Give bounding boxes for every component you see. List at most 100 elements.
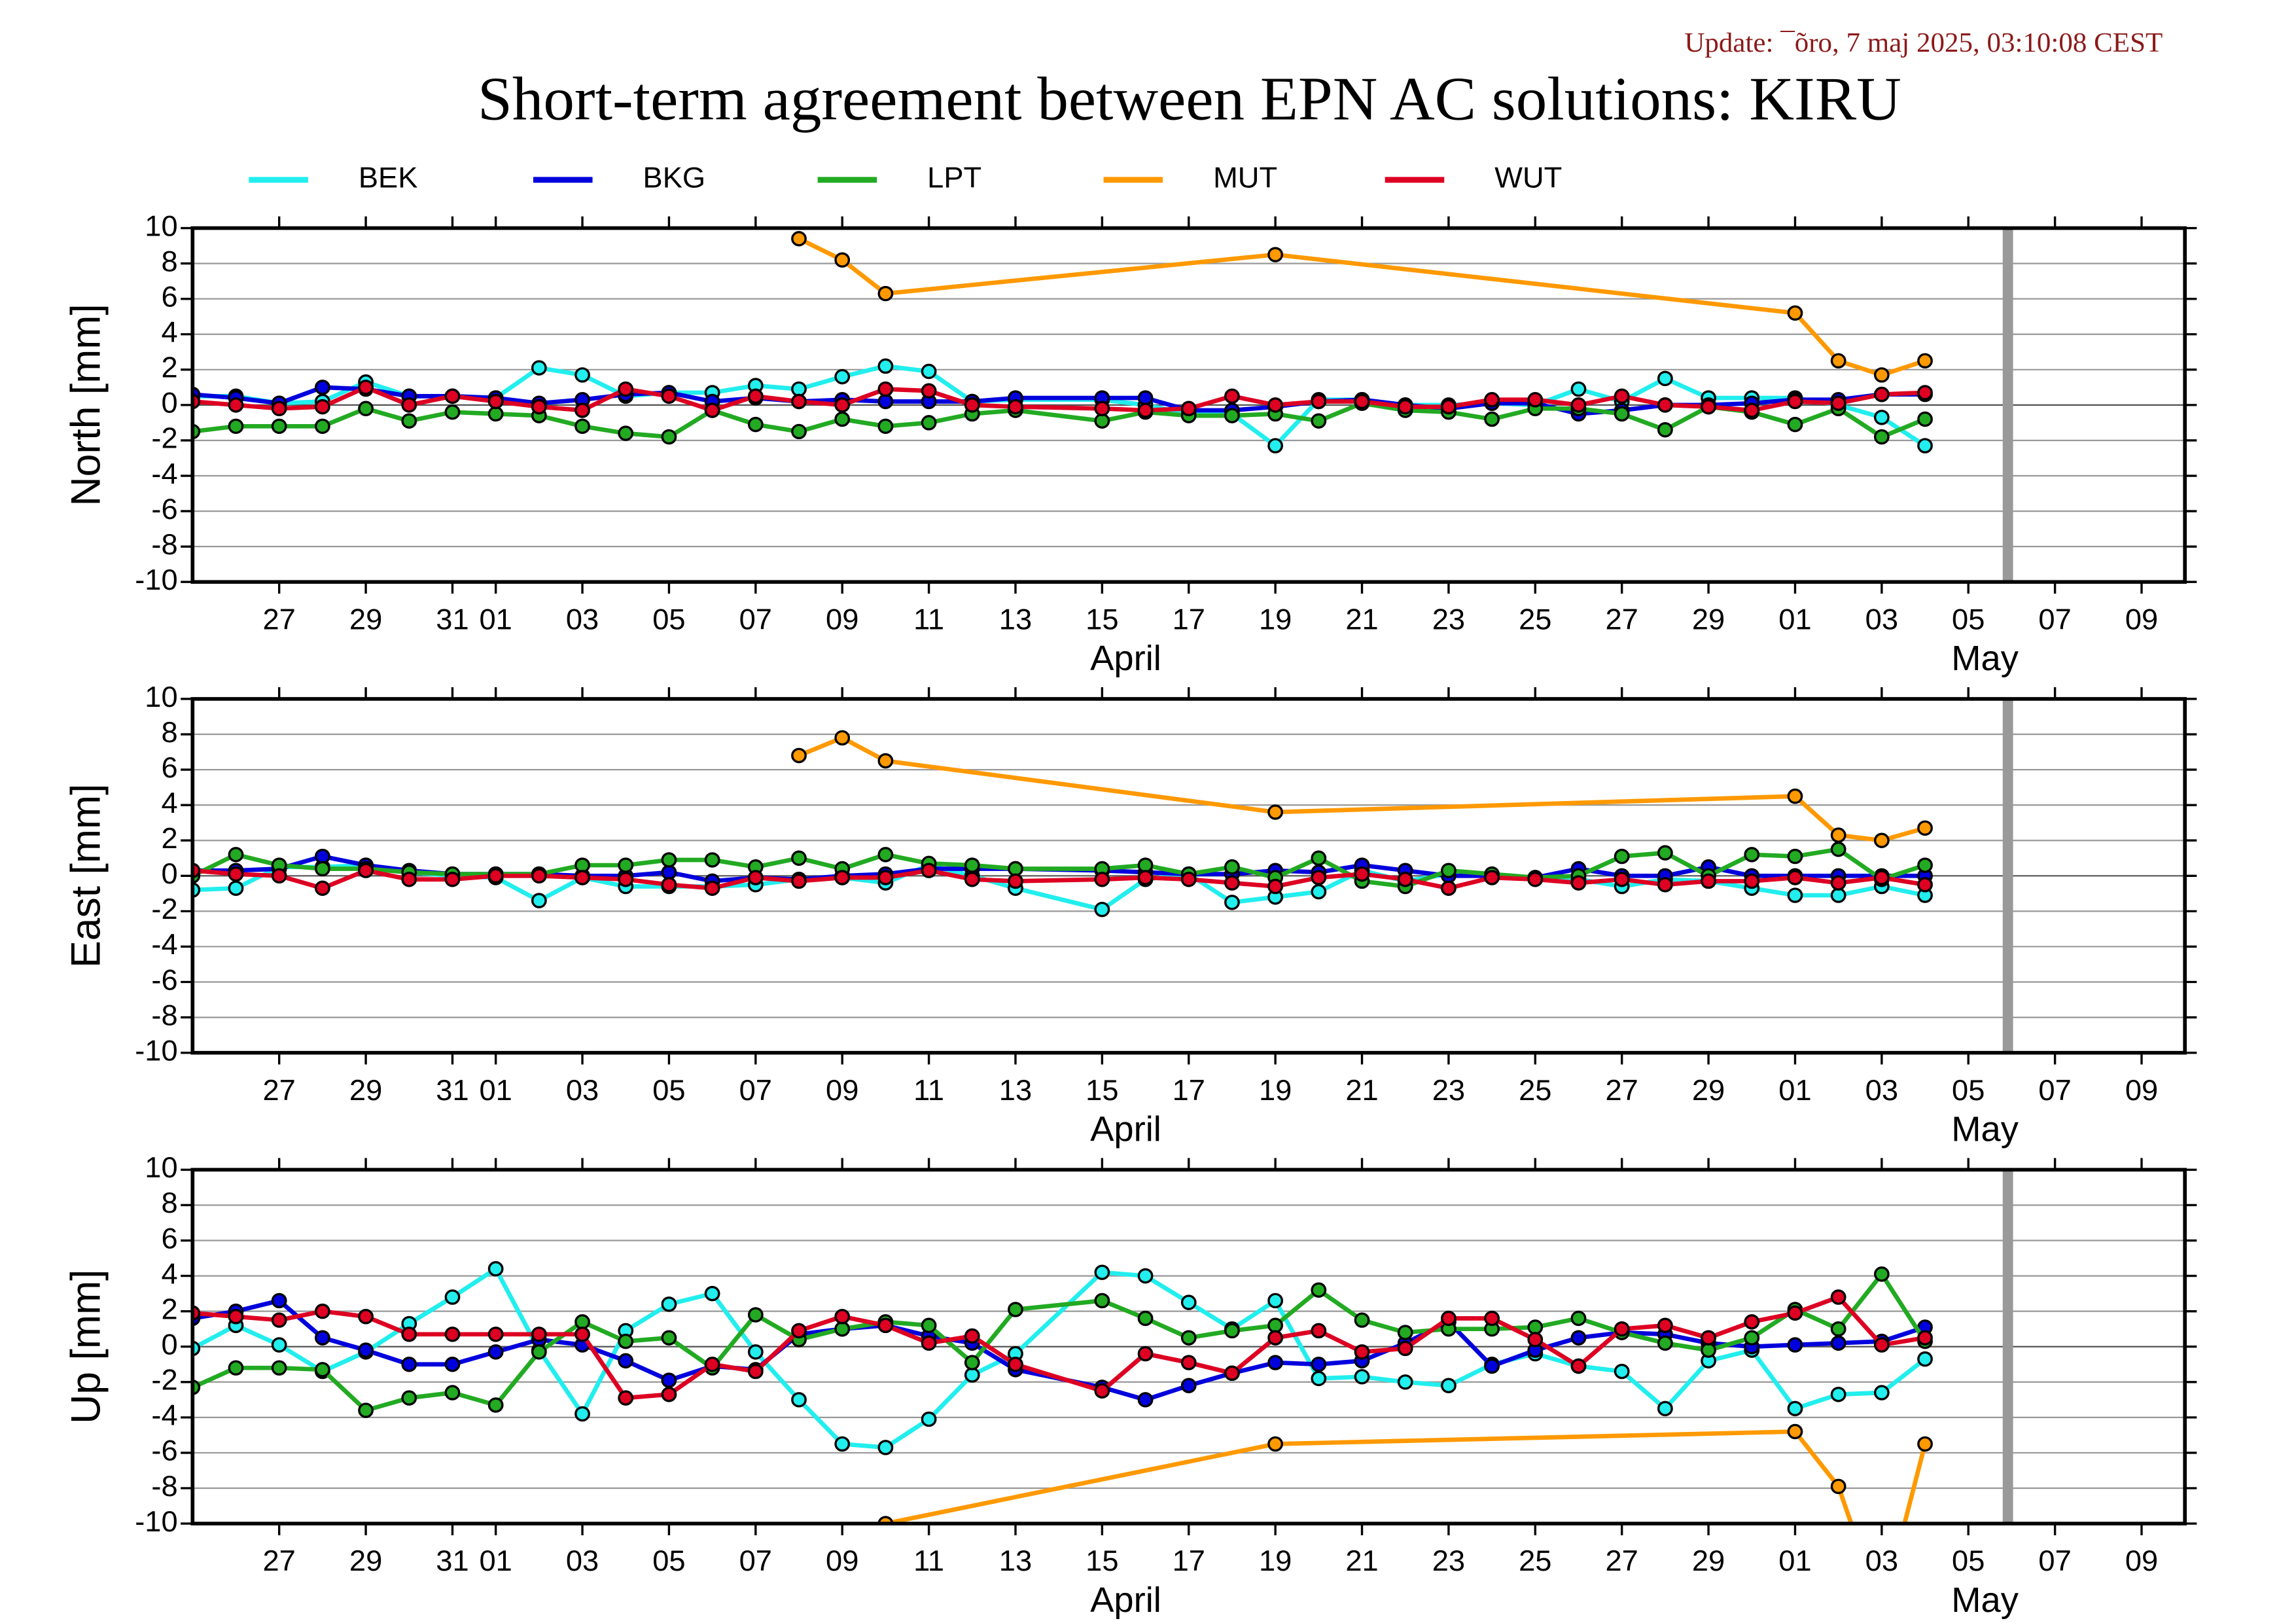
- x-tick-label: 05: [1952, 1544, 1985, 1577]
- x-tick-label: 01: [479, 1544, 512, 1577]
- data-point: [1873, 832, 1890, 848]
- legend-label: MUT: [1213, 161, 1277, 194]
- data-point: [1570, 1310, 1587, 1327]
- data-point: [921, 415, 937, 431]
- data-point: [1267, 1355, 1284, 1370]
- data-point: [1180, 1330, 1197, 1346]
- data-point: [834, 1309, 851, 1325]
- data-point: [358, 1309, 374, 1325]
- data-point: [314, 848, 330, 865]
- y-tick-label: -2: [151, 421, 177, 455]
- data-point: [1180, 1355, 1197, 1370]
- month-label: May: [1951, 1580, 2019, 1620]
- data-point: [1830, 1386, 1846, 1402]
- data-point: [228, 418, 244, 435]
- x-tick-label: 13: [999, 1544, 1032, 1577]
- x-tick-label: 17: [1173, 1544, 1205, 1577]
- x-tick-label: 01: [1778, 603, 1811, 636]
- data-point: [487, 393, 504, 410]
- data-point: [1137, 390, 1154, 406]
- data-point: [358, 1402, 374, 1418]
- y-tick-label: 10: [145, 680, 177, 713]
- plot-area: [192, 1261, 1933, 1524]
- data-point: [791, 1392, 807, 1408]
- x-tick-label: 25: [1519, 1073, 1551, 1107]
- data-point: [1787, 1337, 1803, 1353]
- data-point: [877, 285, 894, 302]
- data-point: [1224, 1365, 1240, 1382]
- x-tick-label: 01: [479, 603, 512, 636]
- data-point: [1830, 1335, 1846, 1351]
- data-point: [1180, 401, 1197, 417]
- data-point: [1224, 859, 1240, 875]
- data-point: [704, 1357, 720, 1372]
- x-tick-label: 07: [739, 1073, 772, 1107]
- data-point: [1267, 397, 1284, 413]
- data-point: [228, 880, 244, 896]
- data-point: [271, 1360, 287, 1376]
- data-point: [1180, 1378, 1197, 1393]
- y-tick-label: -4: [151, 457, 177, 490]
- data-point: [444, 1327, 461, 1342]
- data-point: [401, 1390, 417, 1406]
- y-tick-label: 2: [161, 821, 177, 855]
- data-point: [1094, 413, 1110, 429]
- data-point: [444, 1385, 461, 1400]
- data-point: [1657, 845, 1673, 861]
- update-note: Update: ¯õro, 7 maj 2025, 03:10:08 CEST: [1684, 27, 2163, 58]
- data-point: [1830, 842, 1846, 857]
- x-tick-label: 07: [739, 603, 772, 636]
- plot-frame: [190, 226, 2187, 584]
- data-point: [1917, 1436, 1933, 1452]
- y-tick-label: 8: [161, 1186, 177, 1220]
- data-point: [834, 411, 851, 427]
- x-tick-label: 23: [1432, 1073, 1465, 1107]
- x-tick-label: 11: [913, 1544, 944, 1577]
- data-point: [1570, 1358, 1587, 1374]
- data-point: [271, 1312, 287, 1328]
- data-point: [704, 880, 720, 896]
- x-tick-label: 21: [1345, 1544, 1378, 1577]
- x-tick-label: 31: [436, 1544, 468, 1577]
- legend-label: BEK: [359, 161, 418, 194]
- data-point: [574, 402, 590, 418]
- y-tick-label: -6: [151, 963, 177, 997]
- x-tick-label: 01: [1778, 1544, 1811, 1577]
- x-tick-label: 05: [1952, 1073, 1985, 1107]
- data-point: [1657, 397, 1673, 413]
- data-point: [1311, 1357, 1327, 1372]
- x-tick-label: 27: [263, 603, 296, 636]
- x-tick-label: 07: [2038, 603, 2071, 636]
- data-point: [834, 1436, 851, 1452]
- data-point: [877, 358, 894, 374]
- data-point: [618, 1353, 634, 1369]
- data-point: [1873, 1337, 1890, 1353]
- data-point: [574, 1327, 590, 1342]
- data-point: [661, 429, 677, 445]
- x-tick-label: 25: [1519, 603, 1551, 636]
- data-point: [1267, 1293, 1284, 1309]
- data-point: [1354, 1312, 1370, 1328]
- data-point: [1873, 386, 1890, 402]
- data-point: [228, 397, 244, 413]
- data-point: [358, 1342, 374, 1358]
- data-point: [1917, 1330, 1933, 1346]
- month-label: May: [1951, 639, 2019, 678]
- data-point: [1917, 353, 1933, 369]
- data-point: [877, 381, 894, 397]
- month-label: April: [1090, 1580, 1161, 1620]
- series-line: [192, 868, 1926, 891]
- data-point: [1224, 1323, 1240, 1339]
- data-point: [1484, 1358, 1500, 1374]
- data-point: [574, 1406, 590, 1422]
- data-point: [531, 360, 547, 376]
- data-point: [1137, 1346, 1154, 1362]
- data-point: [1137, 402, 1154, 418]
- data-point: [1311, 870, 1327, 885]
- data-point: [1657, 422, 1673, 438]
- x-tick-label: 09: [826, 1544, 858, 1577]
- data-point: [1094, 1293, 1110, 1309]
- data-point: [1267, 438, 1284, 454]
- data-point: [791, 747, 807, 764]
- y-tick-label: -10: [135, 1505, 177, 1538]
